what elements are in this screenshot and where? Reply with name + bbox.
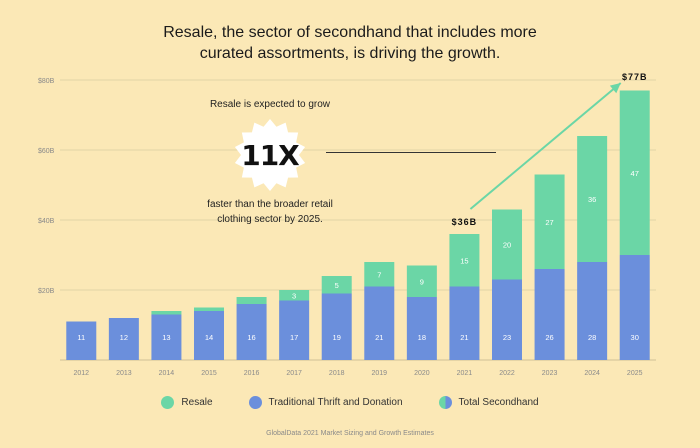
bar-thrift [279,300,310,360]
bar-thrift [194,311,224,360]
chart-legend: Resale Traditional Thrift and Donation T… [0,396,700,409]
bar-resale [619,90,650,255]
x-tick-label: 2013 [116,370,132,377]
x-tick-label: 2012 [73,370,89,377]
title-line-2: curated assortments, is driving the grow… [199,45,501,62]
total-swatch [438,396,452,409]
callout-bottom-text: faster than the broader retail clothing … [170,197,370,227]
data-label-thrift: 13 [162,333,170,342]
x-tick-label: 2023 [542,370,558,377]
data-label-thrift: 18 [418,333,426,342]
x-tick-label: 2020 [414,370,430,377]
legend-item-thrift: Traditional Thrift and Donation [248,396,403,409]
starburst-icon [234,119,306,191]
legend-label-total: Total Secondhand [458,397,539,408]
total-label-2025: $77B [622,72,648,82]
data-label-resale: 47 [631,169,639,178]
x-tick-label: 2021 [457,370,473,377]
bar-resale [151,311,182,315]
data-label-thrift: 19 [333,333,341,342]
bar-resale [279,290,310,301]
bar-resale [194,307,224,311]
data-label-thrift: 21 [375,333,383,342]
x-tick-label: 2015 [201,370,217,377]
bar-resale [406,265,437,297]
y-tick-label: $40B [38,218,55,225]
data-label-thrift: 21 [460,333,468,342]
legend-label-resale: Resale [181,397,213,408]
bar-thrift [66,321,97,360]
y-tick-label: $20B [38,288,55,295]
legend-item-total: Total Secondhand [438,396,539,409]
bar-thrift [406,297,437,360]
bar-thrift [321,293,352,360]
y-tick-label: $80B [38,78,55,85]
bar-resale [236,297,267,304]
callout-bottom-line-2: clothing sector by 2025. [217,214,323,225]
callout-divider-line [326,152,496,153]
resale-swatch [161,396,175,409]
title-line-1: Resale, the sector of secondhand that in… [163,24,537,41]
y-tick-label: $60B [38,148,55,155]
x-tick-label: 2014 [159,370,175,377]
x-tick-label: 2022 [499,370,515,377]
growth-multiplier: 11X [241,138,300,172]
legend-label-thrift: Traditional Thrift and Donation [268,397,403,408]
bar-resale [321,276,352,294]
bar-resale [492,209,522,280]
x-tick-label: 2019 [371,370,387,377]
data-label-thrift: 30 [631,333,639,342]
callout-bottom-line-1: faster than the broader retail [207,199,333,210]
bar-thrift [534,269,565,360]
chart-title: Resale, the sector of secondhand that in… [0,22,700,64]
data-label-resale: 3 [292,291,296,300]
callout-top-text: Resale is expected to grow [209,99,331,110]
bar-thrift [364,286,395,360]
bar-thrift [236,304,267,360]
legend-item-resale: Resale [161,396,213,409]
thrift-swatch [248,396,262,409]
x-tick-label: 2017 [286,370,302,377]
x-tick-label: 2024 [584,370,600,377]
data-label-resale: 20 [503,241,511,250]
data-label-resale: 27 [545,218,553,227]
bar-thrift [619,255,650,360]
data-label-thrift: 12 [120,333,128,342]
x-tick-label: 2016 [244,370,260,377]
bar-resale [449,234,480,287]
data-label-resale: 36 [588,195,596,204]
data-label-resale: 15 [460,256,468,265]
data-label-resale: 7 [377,270,381,279]
growth-arrow-line [469,82,622,210]
bar-thrift [492,279,522,360]
bar-thrift [449,286,480,360]
data-label-thrift: 28 [588,333,596,342]
source-note: GlobalData 2021 Market Sizing and Growth… [266,430,434,437]
starburst-badge: 11X [233,118,307,192]
x-tick-label: 2025 [627,370,643,377]
bar-resale [534,174,565,269]
total-label-2021: $36B [452,217,478,227]
data-label-thrift: 23 [503,333,511,342]
bar-resale [364,262,395,287]
bar-thrift [577,262,608,360]
data-label-thrift: 11 [77,333,85,342]
data-label-resale: 5 [335,281,339,290]
data-label-thrift: 14 [205,333,213,342]
x-tick-label: 2018 [329,370,345,377]
data-label-resale: 9 [420,277,424,286]
bar-thrift [151,314,182,360]
growth-arrow-head [609,83,621,94]
data-label-thrift: 26 [545,333,553,342]
data-label-thrift: 17 [290,333,298,342]
bar-thrift [108,318,139,360]
bar-resale [577,136,608,262]
data-label-thrift: 16 [247,333,255,342]
